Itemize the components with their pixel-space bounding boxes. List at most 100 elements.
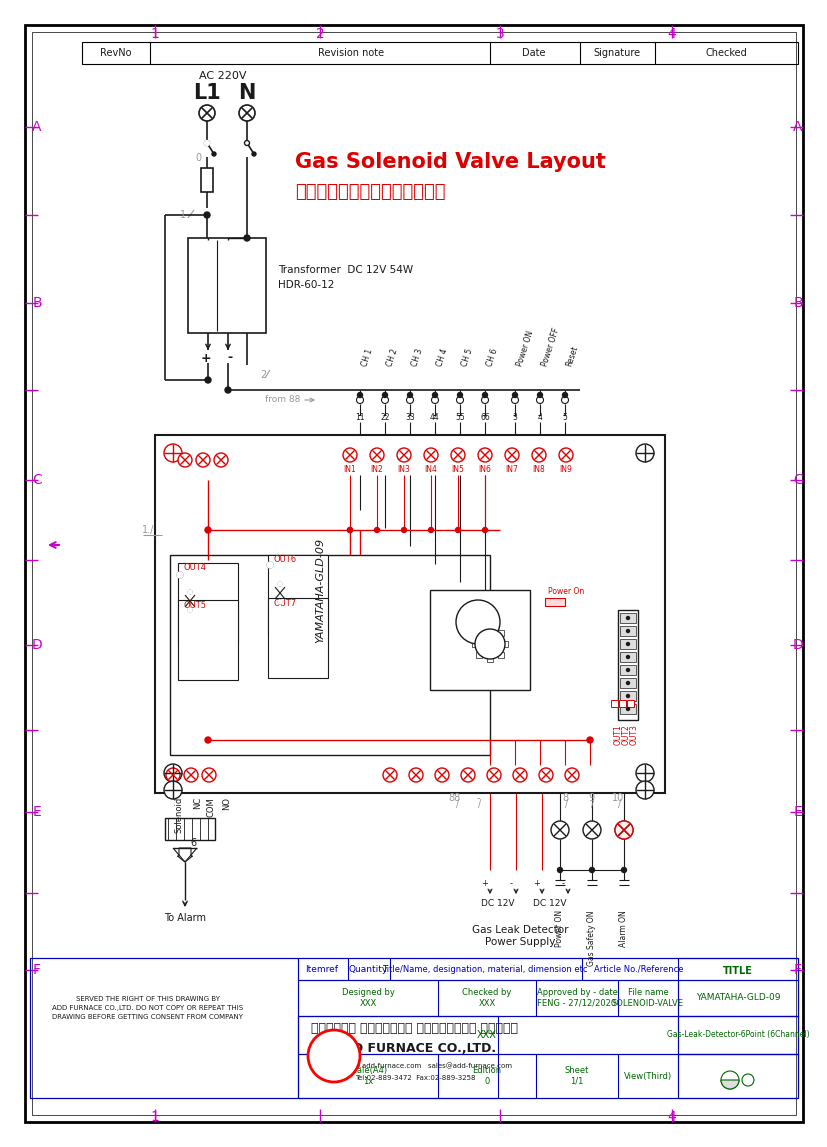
Text: 3: 3 — [512, 414, 517, 422]
Text: 8: 8 — [562, 793, 567, 803]
Text: 10: 10 — [611, 793, 624, 803]
Text: -: - — [561, 880, 564, 889]
Text: E: E — [32, 805, 41, 819]
Circle shape — [589, 867, 594, 873]
Circle shape — [308, 1030, 360, 1082]
Text: IN5: IN5 — [451, 466, 464, 475]
Circle shape — [357, 392, 362, 398]
Text: L1: L1 — [193, 83, 221, 103]
Bar — [626, 700, 633, 707]
Bar — [170, 555, 490, 755]
Text: +: + — [200, 351, 211, 365]
Bar — [30, 958, 797, 1098]
Text: Itemref: Itemref — [305, 965, 338, 974]
Text: Checked: Checked — [705, 48, 746, 58]
Text: /: / — [618, 799, 621, 809]
Text: 6: 6 — [189, 838, 196, 848]
Circle shape — [188, 590, 192, 594]
Circle shape — [423, 448, 437, 462]
Circle shape — [177, 572, 183, 578]
Circle shape — [461, 768, 475, 782]
Text: Gas Solenoid Valve Layout: Gas Solenoid Valve Layout — [294, 153, 605, 172]
Bar — [619, 612, 635, 623]
Text: AC 220V: AC 220V — [199, 71, 246, 81]
Text: CH 4: CH 4 — [434, 348, 449, 368]
Text: B: B — [792, 296, 802, 310]
Text: Revision note: Revision note — [318, 48, 384, 58]
Circle shape — [626, 642, 629, 646]
Circle shape — [614, 821, 632, 838]
Text: Title/Name, designation, material, dimension etc: Title/Name, designation, material, dimen… — [382, 965, 587, 974]
Circle shape — [347, 528, 352, 532]
Text: OUT1: OUT1 — [613, 724, 622, 744]
Bar — [677, 1054, 797, 1098]
Circle shape — [204, 140, 209, 146]
Text: Tel:02-889-3472  Fax:02-889-3258: Tel:02-889-3472 Fax:02-889-3258 — [354, 1075, 475, 1080]
Circle shape — [626, 630, 629, 632]
Bar — [268, 598, 327, 678]
Bar — [298, 1016, 497, 1098]
Circle shape — [561, 397, 568, 404]
Text: NC: NC — [193, 797, 202, 810]
Text: XXX: XXX — [476, 1030, 496, 1040]
Text: A°: A° — [327, 1047, 341, 1058]
Text: DC 12V: DC 12V — [533, 899, 566, 908]
Circle shape — [431, 397, 438, 404]
Text: https://www.add-furnace.com   sales@add-furnace.com: https://www.add-furnace.com sales@add-fu… — [318, 1062, 511, 1069]
Text: CH 6: CH 6 — [485, 348, 499, 368]
Text: Power ON: Power ON — [514, 330, 534, 368]
Text: -: - — [476, 793, 479, 803]
Text: View(Third): View(Third) — [624, 1071, 672, 1080]
Text: Date: Date — [522, 48, 545, 58]
Text: IN2: IN2 — [370, 466, 383, 475]
Text: Power OFF: Power OFF — [539, 327, 560, 368]
Circle shape — [356, 397, 363, 404]
Text: CH 3: CH 3 — [409, 348, 423, 368]
Bar — [476, 651, 482, 657]
Circle shape — [164, 764, 182, 782]
Circle shape — [196, 453, 210, 467]
Text: OUT4: OUT4 — [184, 563, 206, 572]
Text: B: B — [32, 296, 41, 310]
Circle shape — [482, 392, 487, 398]
Text: OUT3: OUT3 — [629, 724, 638, 744]
Text: Edition
0: Edition 0 — [472, 1067, 501, 1086]
Circle shape — [432, 392, 437, 398]
Text: DD: DD — [323, 1060, 344, 1072]
Circle shape — [486, 768, 500, 782]
Text: +: + — [171, 443, 179, 453]
Circle shape — [204, 140, 209, 146]
Text: IN1: IN1 — [343, 466, 356, 475]
Text: A: A — [32, 120, 41, 134]
Text: Checked by
XXX: Checked by XXX — [461, 989, 511, 1008]
Circle shape — [475, 629, 504, 660]
Circle shape — [184, 768, 198, 782]
Circle shape — [342, 448, 356, 462]
Text: from 88: from 88 — [265, 396, 299, 405]
Circle shape — [456, 397, 463, 404]
Circle shape — [532, 448, 545, 462]
Text: Designed by
XXX: Designed by XXX — [342, 989, 394, 1008]
Bar — [201, 167, 213, 192]
Bar — [619, 678, 635, 688]
Text: 3: 3 — [495, 28, 504, 41]
Text: 44: 44 — [429, 414, 439, 422]
Circle shape — [188, 590, 192, 594]
Circle shape — [434, 768, 448, 782]
Circle shape — [188, 608, 192, 612]
Bar — [476, 631, 482, 637]
Circle shape — [482, 528, 487, 532]
Bar — [82, 42, 797, 64]
Text: SERVED THE RIGHT OF THIS DRAWING BY
ADD FURNACE CO.,LTD. DO NOT COPY OR REPEAT T: SERVED THE RIGHT OF THIS DRAWING BY ADD … — [52, 996, 243, 1020]
Circle shape — [626, 708, 629, 710]
Text: Quantity: Quantity — [348, 965, 387, 974]
Bar — [677, 1016, 797, 1054]
Circle shape — [406, 397, 413, 404]
Bar — [544, 598, 564, 606]
Text: Power ON: Power ON — [555, 910, 564, 947]
Text: 0: 0 — [196, 153, 202, 163]
Text: Reset: Reset — [564, 345, 580, 368]
Bar — [178, 563, 237, 643]
Text: E: E — [792, 805, 801, 819]
Circle shape — [178, 453, 192, 467]
